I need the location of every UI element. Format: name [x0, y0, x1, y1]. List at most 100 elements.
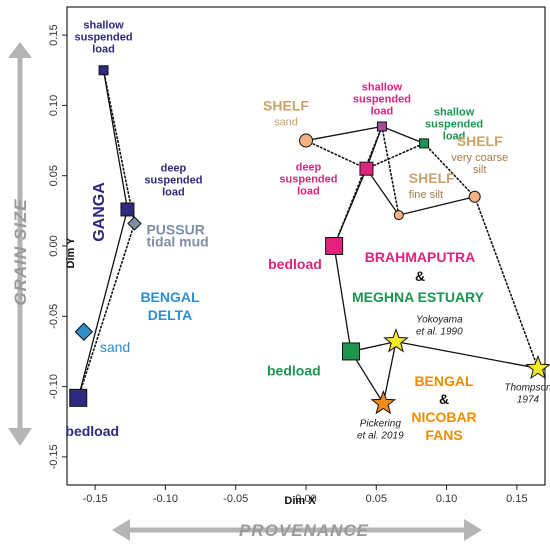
point-shelf-fine-silt	[393, 210, 404, 221]
meghna-estuary-label: MEGHNA ESTUARY	[352, 289, 485, 305]
label-delta-sand-0: sand	[100, 339, 130, 355]
point-fans-pickering	[370, 390, 397, 415]
label-meghna-shallow-2: load	[443, 130, 466, 142]
bengal-delta-label-line2: DELTA	[148, 307, 193, 323]
point-fans-thompson	[525, 354, 550, 380]
axis-ticks: -0.15 -0.10 -0.05 0.00 0.05 0.10 0.15 -0.15 -0.1…	[48, 24, 528, 505]
label-brahma-shallow-2: load	[371, 106, 394, 118]
label-ganga-shallow-2: load	[92, 43, 115, 55]
label-ganga-deep-0: deep	[161, 162, 187, 174]
label-meghna-shallow-0: shallow	[434, 106, 475, 118]
label-shelf-coarse-silt-0: SHELF	[457, 133, 503, 149]
point-ganga-shallow	[98, 65, 109, 76]
point-meghna-shallow	[419, 138, 430, 149]
label-brahma-shallow-1: suspended	[353, 94, 411, 106]
label-fans-pickering-1: et al. 2019	[357, 430, 404, 441]
label-meghna-shallow-1: suspended	[425, 118, 483, 130]
label-fans-thompson-1: 1974	[517, 394, 540, 405]
label-shelf-sand-1: sand	[274, 117, 298, 129]
x-tick-label: 0.15	[506, 493, 527, 505]
connection-ganga-deep-ganga-bedload	[77, 209, 129, 398]
connection-brahma-bedload-meghna-bedload	[333, 245, 352, 352]
label-ganga-deep-2: load	[162, 186, 185, 198]
label-brahma-deep-0: deep	[296, 162, 322, 174]
fans-label-line4: FANS	[425, 427, 462, 443]
label-fans-yokoyama-1: et al. 1990	[416, 327, 463, 338]
connection-fans-yokoyama-fans-thompson	[395, 340, 539, 369]
connection-pussur-tidal-mud-ganga-bedload	[77, 222, 136, 399]
label-brahma-bedload-0: bedload	[268, 256, 322, 272]
point-delta-sand	[74, 322, 94, 341]
label-meghna-bedload-0: bedload	[267, 362, 321, 378]
label-brahma-shallow-0: shallow	[362, 82, 403, 94]
provenance-arrow-label: PROVENANCE	[239, 521, 369, 540]
y-tick-label: 0.10	[48, 95, 60, 116]
point-brahma-deep	[359, 161, 374, 176]
connection-ganga-shallow-ganga-deep	[102, 70, 129, 210]
label-fans-yokoyama-0: Yokoyama	[416, 315, 463, 326]
connection-brahma-shallow-meghna-shallow	[381, 125, 425, 144]
connections	[77, 69, 539, 404]
y-tick-label: -0.15	[48, 444, 60, 469]
label-shelf-sand-0: SHELF	[263, 98, 309, 114]
label-ganga-shallow-1: suspended	[75, 31, 133, 43]
label-ganga-bedload-0: bedload	[65, 423, 119, 439]
fans-label-line1: BENGAL	[414, 373, 474, 389]
provenance-arrow: PROVENANCE	[112, 519, 482, 541]
points	[69, 65, 550, 415]
point-labels: shallowsuspendedloaddeepsuspendedloadbed…	[65, 19, 550, 441]
label-pussur-tidal-mud-0: PUSSUR	[146, 222, 204, 238]
x-tick-label: -0.10	[153, 493, 178, 505]
x-tick-label: 0.05	[366, 493, 387, 505]
y-tick-label: -0.05	[48, 304, 60, 329]
brahmaputra-region-label: BRAHMAPUTRA	[365, 249, 475, 265]
y-tick-label: 0.15	[48, 24, 60, 45]
y-tick-label: 0.05	[48, 165, 60, 186]
point-ganga-bedload	[69, 388, 88, 407]
x-tick-label: -0.15	[83, 493, 108, 505]
x-tick-label: 0.00	[295, 493, 316, 505]
label-pussur-tidal-mud-1: tidal mud	[146, 234, 208, 250]
fans-label-line3: NICOBAR	[411, 409, 476, 425]
label-brahma-deep-1: suspended	[279, 174, 337, 186]
connection-shelf-sand-brahma-shallow	[305, 125, 383, 142]
label-shelf-fine-silt-1: fine silt	[409, 189, 443, 201]
point-shelf-sand	[299, 133, 313, 148]
point-shelf-coarse-silt	[468, 190, 481, 203]
point-brahma-shallow	[376, 121, 387, 132]
connection-brahma-shallow-shelf-fine-silt	[381, 125, 400, 216]
connection-shelf-coarse-silt-fans-thompson	[473, 195, 539, 370]
label-shelf-coarse-silt-2: silt	[473, 164, 486, 176]
point-brahma-bedload	[325, 237, 344, 255]
ganga-region-label: GANGA	[91, 182, 108, 242]
label-fans-thompson-0: Thompson	[504, 382, 550, 393]
connection-meghna-shallow-shelf-coarse-silt	[423, 142, 476, 198]
point-fans-yokoyama	[383, 328, 409, 353]
connection-brahma-bedload-brahma-shallow	[333, 125, 383, 247]
connection-brahma-deep-meghna-shallow	[365, 142, 425, 170]
connection-shelf-sand-brahma-deep	[305, 139, 368, 170]
point-ganga-deep	[120, 202, 135, 217]
bengal-delta-label-line1: BENGAL	[140, 289, 200, 305]
label-ganga-deep-1: suspended	[144, 174, 202, 186]
connection-fans-yokoyama-fans-pickering	[382, 341, 397, 404]
label-ganga-shallow-0: shallow	[83, 19, 124, 31]
point-pussur-tidal-mud	[127, 216, 142, 231]
ampersand-1: &	[415, 268, 425, 284]
label-shelf-coarse-silt-1: very coarse	[451, 152, 508, 164]
connection-shelf-fine-silt-shelf-coarse-silt	[398, 196, 475, 216]
point-meghna-bedload	[341, 342, 360, 361]
x-tick-label: -0.05	[223, 493, 248, 505]
grain-size-arrow: GRAIN SIZE	[8, 42, 32, 446]
connection-ganga-shallow-pussur-tidal-mud	[102, 69, 136, 225]
y-tick-label: 0.00	[48, 235, 60, 256]
label-shelf-fine-silt-0: SHELF	[409, 170, 455, 186]
x-axis-label: Dim X	[284, 495, 316, 507]
y-axis-label: Dim Y	[65, 237, 77, 269]
x-tick-label: 0.10	[436, 493, 457, 505]
y-tick-label: -0.10	[48, 374, 60, 399]
label-brahma-deep-2: load	[297, 186, 320, 198]
connection-brahma-deep-shelf-fine-silt	[365, 168, 400, 216]
label-fans-pickering-0: Pickering	[360, 418, 402, 429]
